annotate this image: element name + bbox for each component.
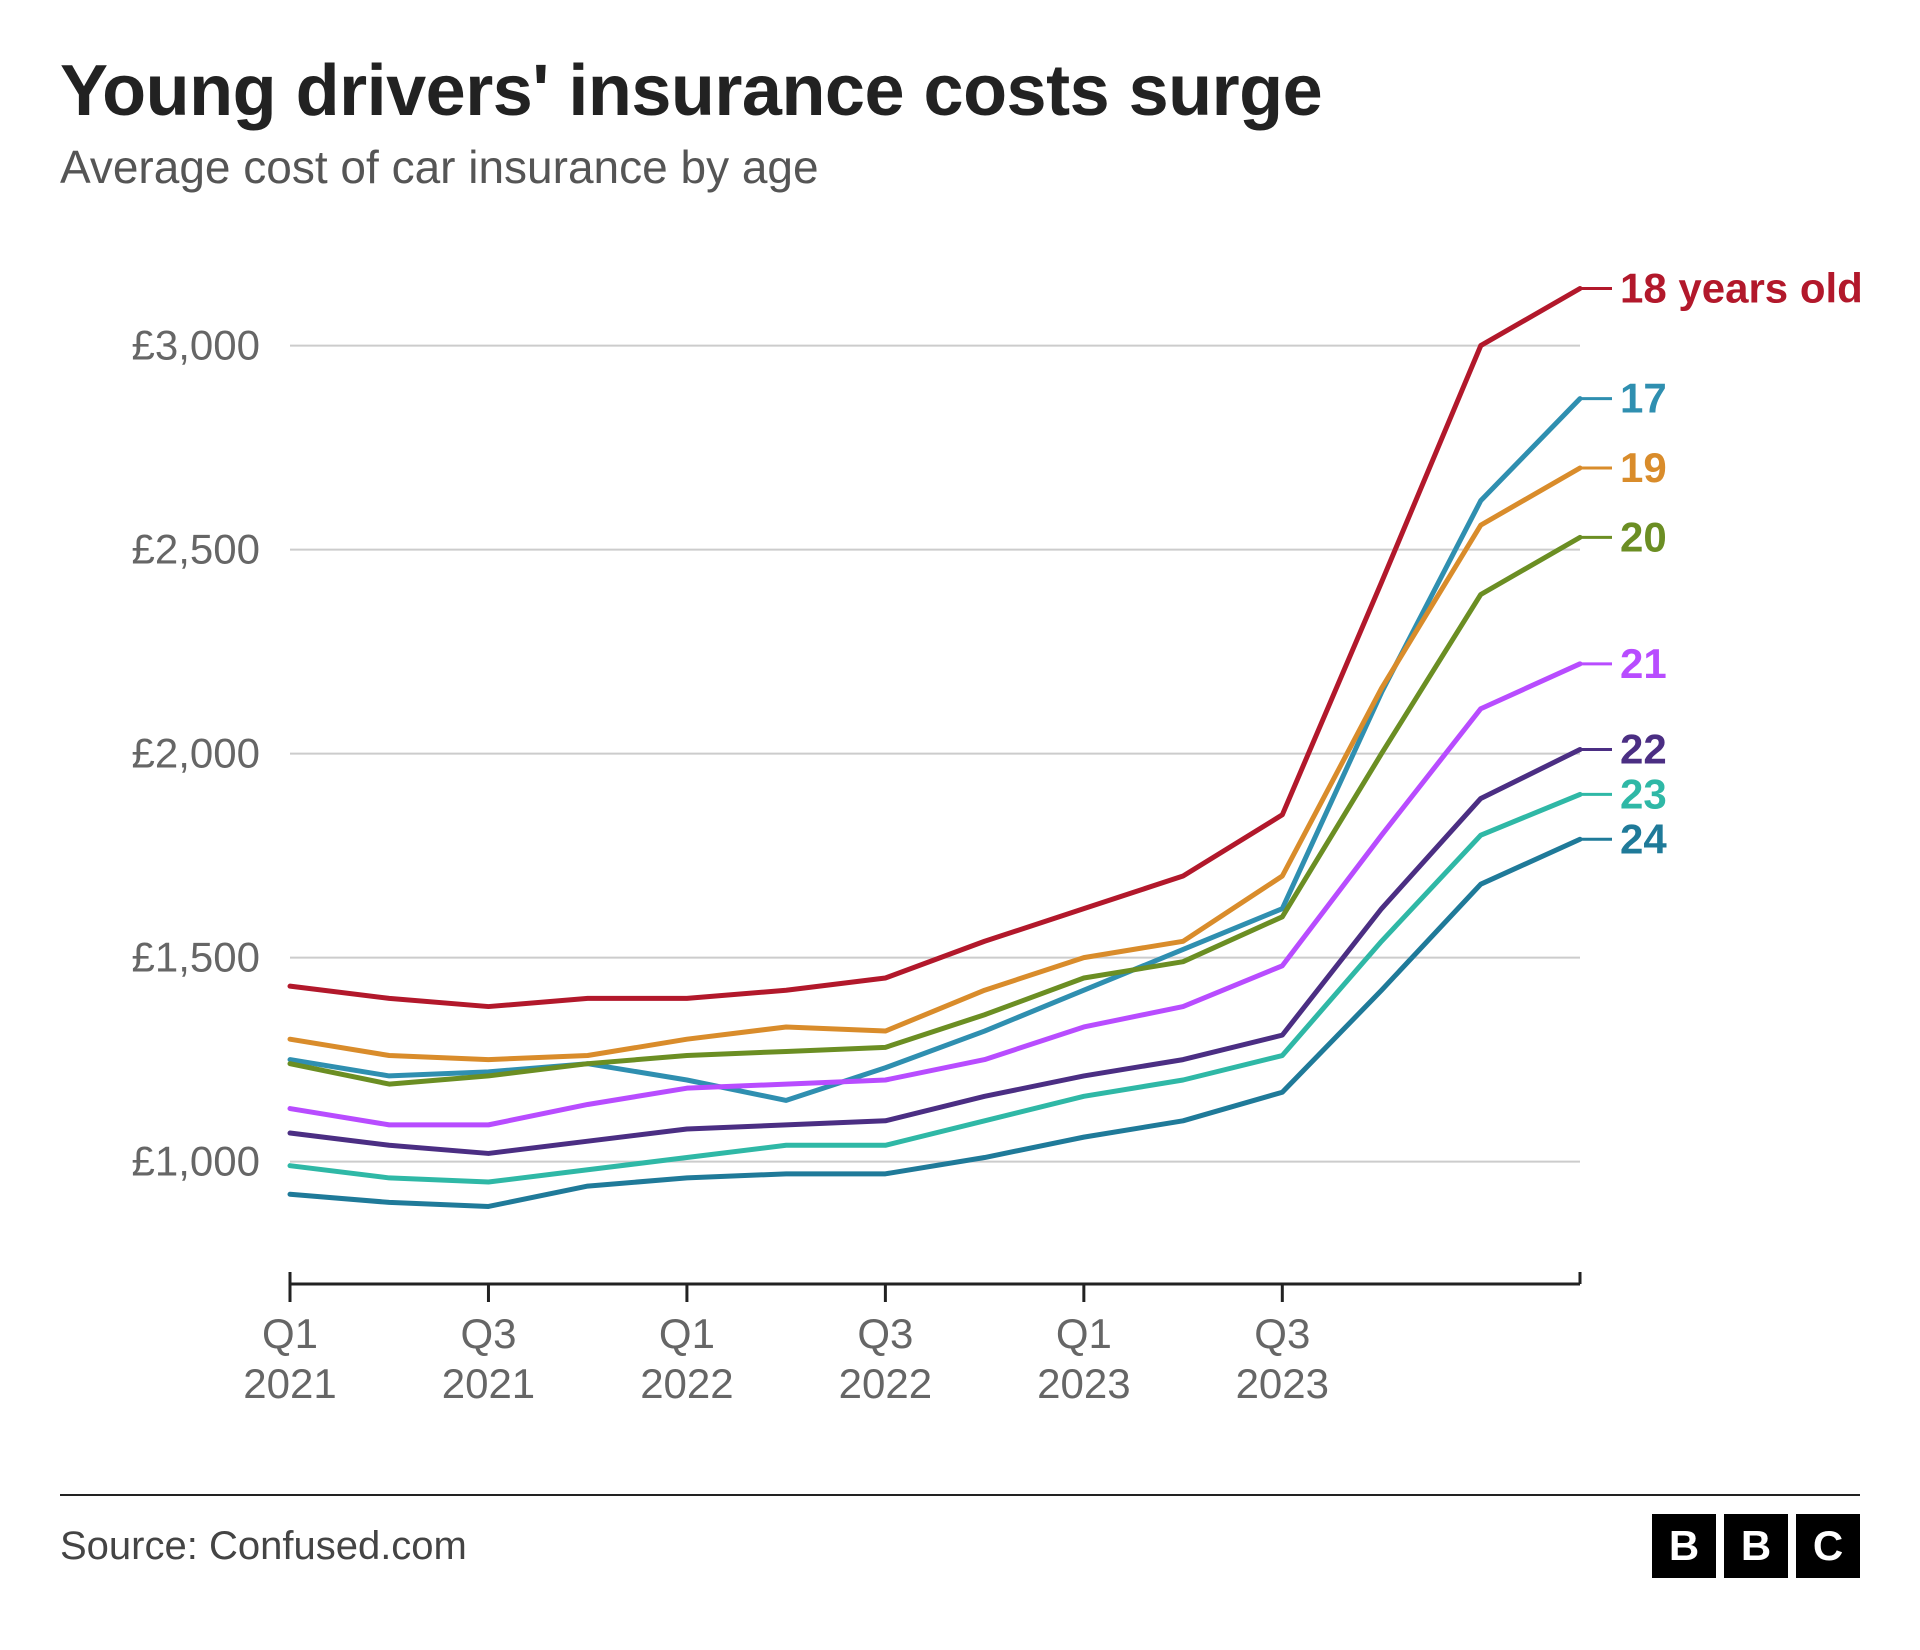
svg-text:Q3: Q3 <box>857 1310 913 1357</box>
svg-text:Q1: Q1 <box>1056 1310 1112 1357</box>
chart-svg: £1,000£1,500£2,000£2,500£3,000Q12021Q320… <box>60 224 1860 1464</box>
svg-text:£2,000: £2,000 <box>132 730 260 777</box>
series-20 <box>290 537 1580 1084</box>
series-label-19: 19 <box>1620 444 1667 491</box>
series-label-17: 17 <box>1620 375 1667 422</box>
bbc-block: C <box>1796 1514 1860 1578</box>
svg-text:2021: 2021 <box>243 1360 336 1407</box>
svg-text:Q3: Q3 <box>1254 1310 1310 1357</box>
svg-text:£1,000: £1,000 <box>132 1138 260 1185</box>
series-label-24: 24 <box>1620 815 1667 862</box>
series-label-23: 23 <box>1620 770 1667 817</box>
svg-text:£1,500: £1,500 <box>132 934 260 981</box>
series-22 <box>290 750 1580 1154</box>
svg-text:Q1: Q1 <box>659 1310 715 1357</box>
chart-card: Young drivers' insurance costs surge Ave… <box>0 0 1920 1650</box>
series-label-21: 21 <box>1620 640 1667 687</box>
chart-footer: Source: Confused.com B B C <box>60 1494 1860 1578</box>
series-label-20: 20 <box>1620 513 1667 560</box>
svg-text:2023: 2023 <box>1236 1360 1329 1407</box>
bbc-block: B <box>1724 1514 1788 1578</box>
svg-text:2021: 2021 <box>442 1360 535 1407</box>
series-18 <box>290 288 1580 1006</box>
chart-title: Young drivers' insurance costs surge <box>60 50 1860 132</box>
svg-text:£2,500: £2,500 <box>132 526 260 573</box>
svg-text:2023: 2023 <box>1037 1360 1130 1407</box>
svg-text:2022: 2022 <box>640 1360 733 1407</box>
line-chart: £1,000£1,500£2,000£2,500£3,000Q12021Q320… <box>60 224 1860 1464</box>
bbc-logo: B B C <box>1652 1514 1860 1578</box>
series-label-18: 18 years old <box>1620 264 1860 311</box>
series-label-22: 22 <box>1620 726 1667 773</box>
chart-subtitle: Average cost of car insurance by age <box>60 140 1860 194</box>
svg-text:Q1: Q1 <box>262 1310 318 1357</box>
series-19 <box>290 468 1580 1060</box>
svg-text:2022: 2022 <box>839 1360 932 1407</box>
svg-text:£3,000: £3,000 <box>132 322 260 369</box>
series-21 <box>290 664 1580 1125</box>
source-text: Source: Confused.com <box>60 1524 467 1569</box>
bbc-block: B <box>1652 1514 1716 1578</box>
svg-text:Q3: Q3 <box>460 1310 516 1357</box>
